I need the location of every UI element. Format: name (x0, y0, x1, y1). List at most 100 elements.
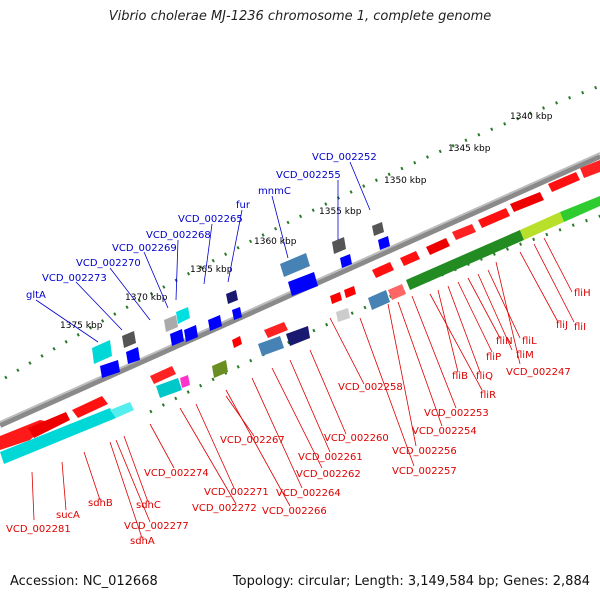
gene-label: VCD_002264 (276, 488, 341, 499)
gene-label: VCD_002270 (76, 258, 141, 269)
gene-arrow (548, 172, 580, 192)
gene-block (180, 375, 190, 388)
ruler-label: 1345 kbp (448, 144, 491, 154)
gene-arrow (580, 160, 600, 178)
ruler-label: 1350 kbp (384, 176, 427, 186)
gene-block (232, 307, 242, 320)
gene-block (340, 254, 352, 268)
gene-block (156, 378, 182, 398)
forward-feature-track (0, 160, 600, 450)
cog-feature-track (0, 196, 600, 464)
gene-label: sdhB (88, 498, 113, 509)
gene-label: sdhA (130, 536, 155, 547)
gene-label: VCD_002257 (392, 466, 457, 477)
gene-label: VCD_002271 (204, 487, 269, 498)
gene-label: VCD_002277 (124, 521, 189, 532)
gene-label: VCD_002268 (146, 230, 211, 241)
gene-block (164, 315, 178, 332)
gene-block (176, 307, 190, 324)
gene-label: fliI (574, 322, 586, 333)
ruler-label: 1365 kbp (190, 265, 233, 275)
gene-label: VCD_002255 (276, 170, 341, 181)
gene-label: VCD_002261 (298, 452, 363, 463)
gene-block (212, 360, 228, 378)
ruler-label: 1370 kbp (125, 293, 168, 303)
gene-block (336, 308, 350, 322)
gene-label: fliN (496, 336, 513, 347)
ruler-label: 1355 kbp (319, 207, 362, 217)
gene-block (388, 284, 406, 300)
gene-label: fliB (452, 371, 468, 382)
ruler-label: 1360 kbp (254, 237, 297, 247)
gene-arrow (150, 366, 176, 384)
gene-block (92, 340, 112, 364)
gene-label: fliH (574, 288, 591, 299)
gene-arrow (28, 412, 70, 438)
gene-label: mnmC (258, 186, 291, 197)
gene-arrow (232, 336, 242, 348)
accession-text: Accession: NC_012668 (10, 574, 158, 589)
gene-block (406, 230, 524, 290)
gene-label: fliR (480, 390, 496, 401)
gene-label: VCD_002272 (192, 503, 257, 514)
gene-label: sdhC (136, 500, 161, 511)
genome-summary-text: Topology: circular; Length: 3,149,584 bp… (232, 574, 590, 589)
gene-block (372, 222, 384, 236)
gene-label: VCD_002252 (312, 152, 377, 163)
gene-arrow (264, 322, 288, 338)
ruler-label: 1340 kbp (510, 112, 553, 122)
upper-gene-labels: VCD_002252 VCD_002255 mnmC fur VCD_00226… (26, 152, 377, 301)
gene-label: VCD_002247 (506, 367, 571, 378)
gene-arrow (400, 251, 420, 266)
gene-label: VCD_002267 (220, 435, 285, 446)
gene-label: gltA (26, 290, 46, 301)
gene-label: VCD_002260 (324, 433, 389, 444)
gene-label: VCD_002274 (144, 468, 209, 479)
gene-block (288, 272, 318, 296)
gene-arrow (478, 208, 510, 228)
ruler-labels: 1340 kbp 1345 kbp 1350 kbp 1355 kbp 1360… (60, 112, 553, 331)
gene-arrow (372, 262, 394, 278)
lower-gene-labels: fliH fliI fliJ fliL fliM fliN VCD_002247… (6, 288, 591, 547)
gene-block (226, 290, 238, 304)
gene-label: VCD_002254 (412, 426, 477, 437)
gene-arrow (344, 286, 356, 298)
gene-block (520, 212, 564, 240)
gene-label: fliQ (476, 371, 493, 382)
lower-leader-lines (31, 237, 575, 539)
gene-block (258, 336, 284, 356)
gene-block (208, 315, 222, 331)
gene-block (286, 326, 310, 346)
gene-block (100, 360, 120, 378)
gene-block (0, 408, 116, 464)
gene-block (126, 347, 140, 364)
gene-arrow (510, 192, 544, 212)
genome-title: Vibrio cholerae MJ-1236 chromosome 1, co… (108, 9, 492, 24)
upper-leader-lines (35, 161, 371, 343)
gene-block (184, 325, 198, 342)
gene-label: fliP (486, 352, 501, 363)
gene-label: VCD_002269 (112, 243, 177, 254)
reverse-feature-track (92, 222, 390, 378)
gene-block (332, 237, 346, 254)
gene-label: VCD_002273 (42, 273, 107, 284)
gene-label: fur (236, 200, 251, 211)
ruler-arc (4, 84, 600, 380)
gene-label: VCD_002262 (296, 469, 361, 480)
gene-label: VCD_002256 (392, 446, 457, 457)
gene-arrow (452, 224, 476, 240)
gene-block (280, 253, 310, 277)
gene-label: fliM (516, 350, 534, 361)
gene-block (560, 196, 600, 222)
gene-arrow (330, 292, 342, 304)
gene-label: fliL (522, 336, 537, 347)
gene-label: VCD_002265 (178, 214, 243, 225)
gene-block (368, 290, 390, 310)
gene-label: VCD_002253 (424, 408, 489, 419)
gene-block (170, 329, 184, 346)
gene-block (122, 331, 136, 348)
gene-label: sucA (56, 510, 80, 521)
gene-arrow (426, 238, 450, 255)
